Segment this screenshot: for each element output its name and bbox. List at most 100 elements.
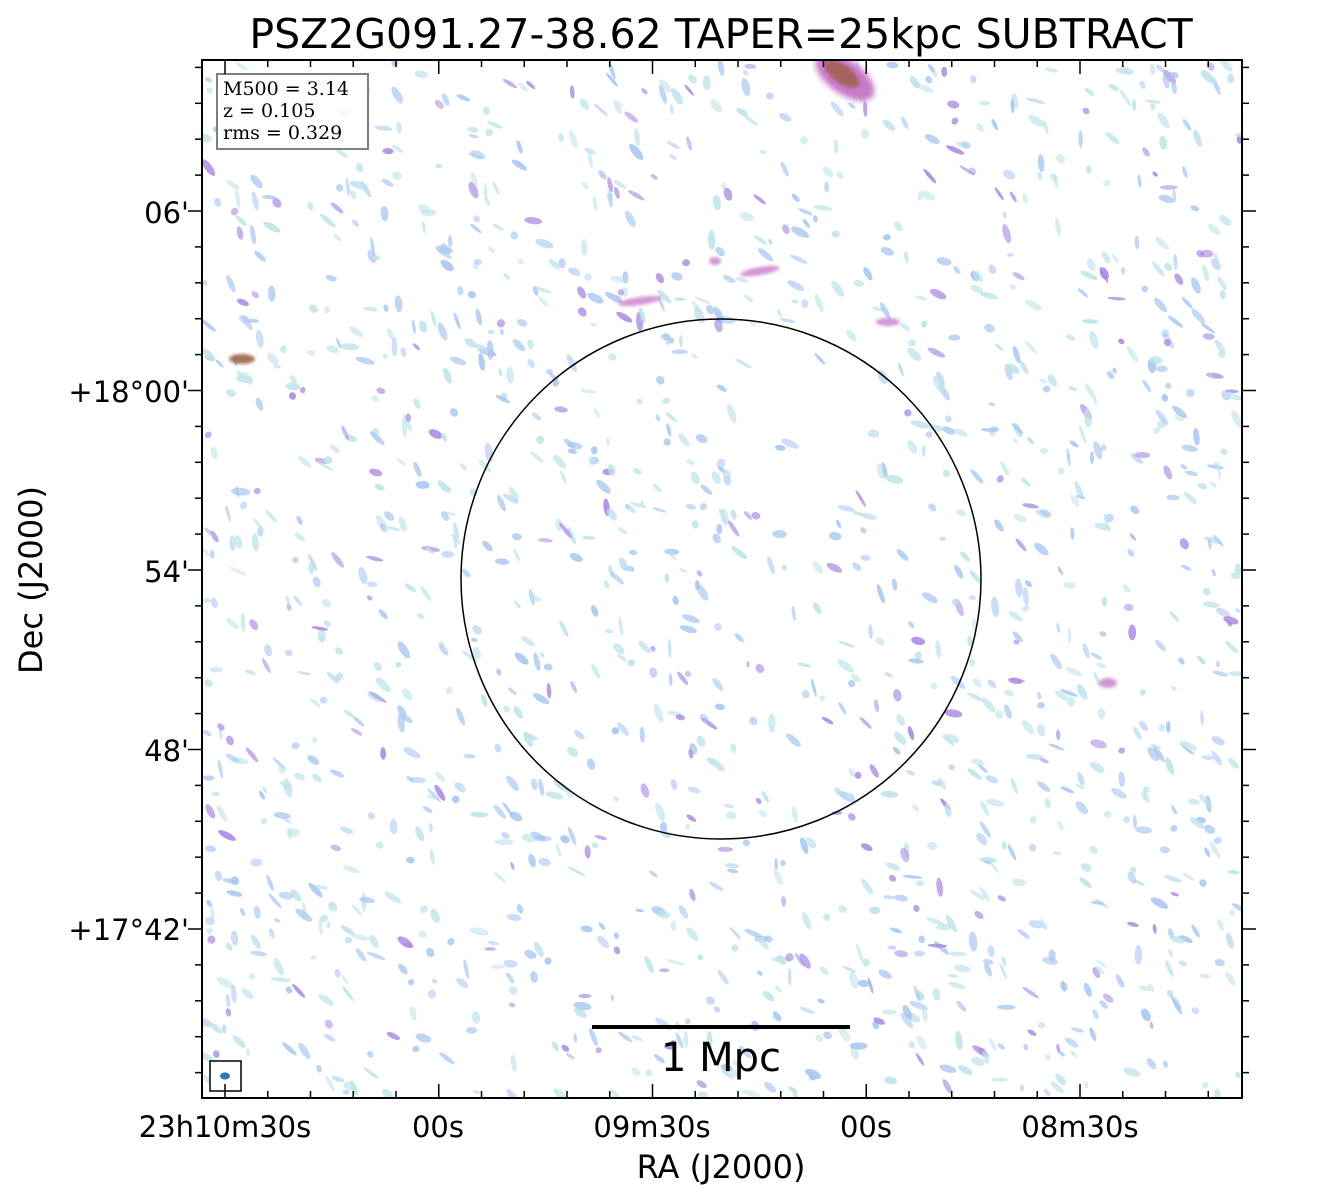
noise-blob [566,354,578,373]
noise-blob [250,934,261,950]
noise-blob [524,949,537,959]
noise-blob [202,319,216,332]
noise-blob [473,258,482,265]
noise-blob [1039,757,1049,764]
noise-blob [1037,1022,1046,1029]
noise-blob [202,730,212,737]
noise-blob [230,985,237,1003]
noise-blob [914,295,928,300]
noise-blob [1052,851,1062,856]
noise-blob [913,904,920,913]
noise-blob [987,945,995,958]
noise-blob [516,319,528,327]
noise-blob [597,935,610,948]
noise-blob [1147,746,1160,762]
noise-blob [1120,266,1126,275]
noise-blob [791,299,799,304]
noise-blob [422,806,433,813]
noise-blob [434,100,444,109]
noise-blob [738,1045,752,1059]
noise-blob [411,319,416,334]
noise-blob [670,920,677,932]
noise-blob [567,448,577,454]
noise-blob [658,910,671,919]
noise-blob [644,955,654,974]
noise-blob [329,769,345,778]
noise-blob [731,944,739,952]
noise-blob [1090,900,1105,905]
noise-blob [1191,1007,1200,1014]
noise-blob [1078,424,1087,443]
noise-blob [392,171,402,180]
noise-blob [351,219,360,227]
noise-blob [513,600,521,609]
noise-blob [1060,786,1075,794]
info-redshift: z = 0.105 [223,100,315,122]
noise-blob [1055,1073,1067,1086]
noise-blob [517,258,524,265]
noise-blob [430,908,440,924]
noise-blob [876,584,885,604]
noise-blob [772,1011,782,1021]
noise-blob [335,148,349,158]
noise-blob [1142,379,1152,393]
noise-blob [308,563,315,574]
noise-blob [204,431,212,439]
noise-blob [705,996,715,1006]
noise-blob [846,329,857,342]
noise-blob [812,561,824,574]
bright-source-left [229,354,255,364]
noise-blob [972,678,982,688]
noise-blob [366,951,386,961]
noise-blob [778,112,792,122]
noise-blob [226,993,231,1008]
noise-blob [688,748,694,759]
noise-blob [836,519,842,529]
faint-source-arc-1 [618,295,662,307]
noise-blob [928,64,935,73]
noise-blob [996,1004,1016,1010]
noise-blob [794,952,805,967]
noise-blob [375,677,391,693]
noise-blob [869,764,879,778]
noise-blob [345,177,351,197]
noise-blob [218,728,223,740]
noise-blob [1070,1050,1077,1058]
noise-blob [415,1033,432,1043]
noise-blob [948,981,966,990]
noise-blob [1193,427,1200,446]
noise-blob [1123,603,1134,612]
noise-blob [699,503,707,511]
noise-blob [568,866,586,877]
y-tick-labels: 06' +18°00' 54' 48' +17°42' [68,196,189,947]
y-axis-label: Dec (J2000) [12,486,50,674]
noise-blob [426,947,435,958]
noise-blob [1212,534,1224,547]
noise-blob [443,367,452,384]
noise-blob [1158,724,1166,732]
noise-blob [440,259,454,272]
noise-blob [921,444,926,457]
noise-blob [716,523,723,535]
noise-blob [472,624,483,635]
noise-blob [753,235,767,245]
noise-blob [957,1065,973,1076]
noise-blob [1023,1043,1029,1051]
noise-blob [293,595,303,607]
noise-blob [686,136,692,151]
noise-blob [461,568,471,578]
noise-blob [1123,816,1131,824]
noise-blob [684,670,692,678]
noise-blob [251,533,259,552]
faint-source-far-right [1099,678,1117,688]
noise-blob [1165,382,1172,390]
noise-blob [1013,437,1018,444]
noise-blob [876,463,885,480]
noise-blob [512,339,526,352]
y-tick-label: +17°42' [68,913,189,947]
noise-blob [707,230,716,250]
noise-blob [1106,371,1115,380]
noise-blob [570,681,578,694]
noise-blob [580,925,593,933]
noise-blob [513,706,523,719]
